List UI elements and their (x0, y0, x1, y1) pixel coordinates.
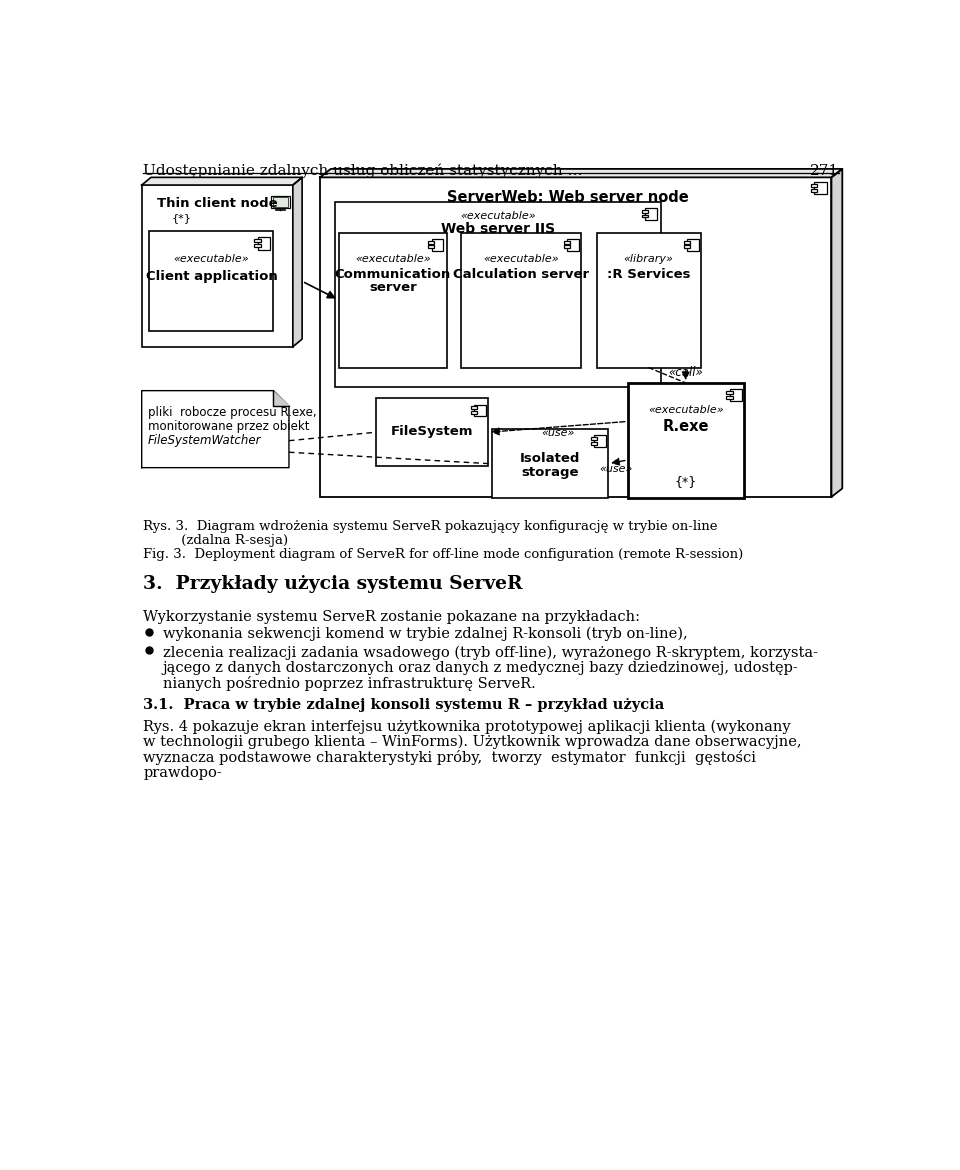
Text: «executable»: «executable» (648, 405, 724, 414)
Text: Rys. 4 pokazuje ekran interfejsu użytkownika prototypowej aplikacji klienta (wyk: Rys. 4 pokazuje ekran interfejsu użytkow… (143, 720, 791, 734)
Text: FileSystemWatcher: FileSystemWatcher (148, 434, 261, 447)
Bar (258, 238, 271, 249)
Bar (590, 438, 597, 440)
Bar (567, 239, 579, 250)
Polygon shape (274, 391, 289, 406)
Text: Fig. 3.  Deployment diagram of ServeR for off-line mode configuration (remote R-: Fig. 3. Deployment diagram of ServeR for… (143, 548, 743, 560)
Bar (320, 178, 831, 497)
Text: FileSystem: FileSystem (391, 426, 472, 439)
Bar (645, 208, 657, 220)
Text: {*}: {*} (171, 213, 191, 222)
Polygon shape (320, 168, 842, 178)
Bar (726, 391, 733, 394)
Bar (375, 398, 488, 466)
Text: pliki  robocze procesu R.exe,: pliki robocze procesu R.exe, (148, 406, 317, 419)
Bar (642, 209, 648, 213)
Text: Wykorzystanie systemu ServeR zostanie pokazane na przykładach:: Wykorzystanie systemu ServeR zostanie po… (143, 610, 640, 624)
Bar (470, 406, 477, 409)
Bar (254, 245, 261, 247)
Text: ServerWeb: Web server node: ServerWeb: Web server node (447, 190, 689, 205)
Polygon shape (142, 178, 302, 185)
Bar (564, 241, 570, 243)
Polygon shape (142, 391, 289, 468)
Text: wyznacza podstawowe charakterystyki próby,  tworzy  estymator  funkcji  gęstości: wyznacza podstawowe charakterystyki prób… (143, 750, 756, 765)
Text: wykonania sekwencji komend w trybie zdalnej R-konsoli (tryb on-line),: wykonania sekwencji komend w trybie zdal… (162, 627, 687, 641)
Text: nianych pośrednio poprzez infrastrukturę ServeR.: nianych pośrednio poprzez infrastrukturę… (162, 676, 536, 691)
Text: monitorowane przez obiekt: monitorowane przez obiekt (148, 420, 309, 433)
Bar (474, 405, 486, 417)
Bar (428, 246, 435, 248)
Text: jącego z danych dostarczonych oraz danych z medycznej bazy dziedzinowej, udostęp: jącego z danych dostarczonych oraz danyc… (162, 661, 799, 675)
Polygon shape (831, 168, 842, 497)
Text: «call»: «call» (668, 366, 703, 379)
Text: Udostępnianie zdalnych usług obliczeń statystycznych …: Udostępnianie zdalnych usług obliczeń st… (143, 164, 583, 178)
Text: Web server IIS: Web server IIS (442, 222, 555, 236)
Text: «use»: «use» (599, 463, 633, 474)
Text: w technologii grubego klienta – WinForms). Użytkownik wprowadza dane obserwacyjn: w technologii grubego klienta – WinForms… (143, 735, 802, 749)
Text: Rys. 3.  Diagram wdrożenia systemu ServeR pokazujący konfigurację w trybie on-li: Rys. 3. Diagram wdrożenia systemu ServeR… (143, 519, 718, 534)
Bar (596, 233, 701, 367)
Polygon shape (293, 178, 302, 346)
Text: storage: storage (521, 466, 579, 479)
Text: «executable»: «executable» (483, 254, 559, 264)
Bar (684, 241, 690, 243)
Bar (271, 195, 290, 208)
Bar (730, 390, 742, 401)
Text: «executable»: «executable» (355, 254, 431, 264)
Bar (687, 239, 699, 250)
Bar (492, 429, 609, 498)
Bar (150, 232, 274, 331)
Bar (142, 185, 293, 346)
Text: R.exe: R.exe (662, 419, 709, 434)
Bar (642, 214, 648, 218)
Text: «library»: «library» (624, 254, 674, 264)
Text: zlecenia realizacji zadania wsadowego (tryb off-line), wyrażonego R-skryptem, ko: zlecenia realizacji zadania wsadowego (t… (162, 646, 818, 660)
Bar (461, 233, 581, 367)
Text: Isolated: Isolated (520, 453, 580, 466)
Bar (726, 395, 733, 399)
Bar (339, 233, 447, 367)
Bar (594, 435, 606, 447)
Bar (810, 188, 818, 192)
Text: 3.  Przykłady użycia systemu ServeR: 3. Przykłady użycia systemu ServeR (143, 576, 523, 593)
Bar (564, 246, 570, 248)
Text: Calculation server: Calculation server (452, 268, 588, 281)
Bar (432, 239, 444, 250)
Bar (590, 441, 597, 445)
Bar (335, 202, 660, 387)
Text: Client application: Client application (146, 270, 277, 283)
Text: «executable»: «executable» (461, 212, 536, 221)
Text: prawdopo-: prawdopo- (143, 765, 222, 779)
Text: «use»: «use» (541, 428, 575, 439)
Text: (zdalna R-sesja): (zdalna R-sesja) (143, 534, 288, 546)
Text: 271: 271 (810, 164, 839, 178)
Bar (428, 241, 435, 243)
Bar (628, 383, 744, 498)
Text: :R Services: :R Services (607, 268, 690, 281)
Text: «executable»: «executable» (174, 254, 250, 264)
Text: Thin client node: Thin client node (156, 198, 277, 211)
Bar (254, 240, 261, 242)
Text: server: server (369, 281, 417, 295)
Text: Communication: Communication (335, 268, 451, 281)
Text: 3.1.  Praca w trybie zdalnej konsoli systemu R – przykład użycia: 3.1. Praca w trybie zdalnej konsoli syst… (143, 697, 664, 711)
Text: {*}: {*} (675, 475, 697, 488)
Bar (810, 184, 818, 187)
Bar (470, 411, 477, 414)
Bar (684, 246, 690, 248)
Bar (273, 198, 288, 207)
Bar (814, 183, 827, 194)
